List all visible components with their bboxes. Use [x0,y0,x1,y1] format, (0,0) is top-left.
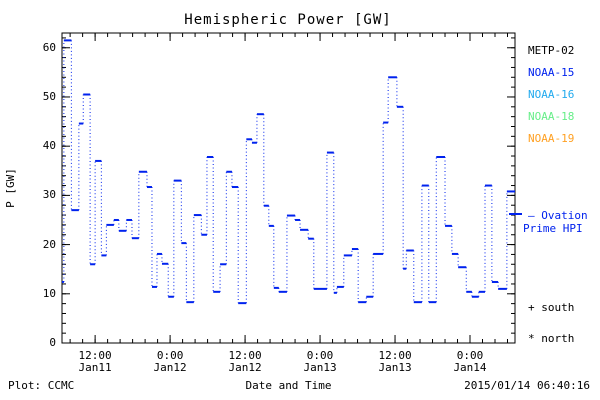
legend-item-metp-02: METP-02 [528,44,575,57]
footer-plot-source: Plot: CCMC [8,379,75,392]
hpi-step-line [62,39,515,305]
y-tick-label: 60 [42,40,56,54]
axis-ticks [62,33,515,344]
legend-item-noaa-19: NOAA-19 [528,132,575,145]
legend-item-noaa-18: NOAA-18 [528,110,575,123]
legend-item-noaa-16: NOAA-16 [528,88,575,101]
x-tick-label: 0:00 Jan12 [153,349,187,374]
ovation-legend-line1: — Ovation [528,209,588,222]
x-axis-label: Date and Time [245,379,332,392]
x-tick-label: 12:00 Jan12 [228,349,262,374]
legend-item-noaa-15: NOAA-15 [528,66,575,79]
y-tick-label: 0 [49,336,56,349]
south-marker-legend: + south [528,301,575,314]
y-axis-label: P [GW] [4,168,17,208]
plot-border [61,32,516,344]
footer-timestamp: 2015/01/14 06:40:16 [464,379,590,392]
y-tick-label: 20 [42,237,56,251]
ovation-legend-line2: Prime HPI [523,222,583,235]
x-tick-label: 12:00 Jan11 [78,349,112,374]
north-marker-legend: * north [528,332,575,345]
y-tick-label: 10 [42,286,56,300]
x-tick-label: 0:00 Jan13 [303,349,337,374]
x-tick-label: 12:00 Jan13 [378,349,412,374]
x-tick-label: 0:00 Jan14 [453,349,487,374]
y-tick-label: 30 [42,188,56,202]
page-title: Hemispheric Power [GW] [184,12,392,28]
y-tick-label: 50 [42,89,56,103]
y-tick-label: 40 [42,139,56,153]
